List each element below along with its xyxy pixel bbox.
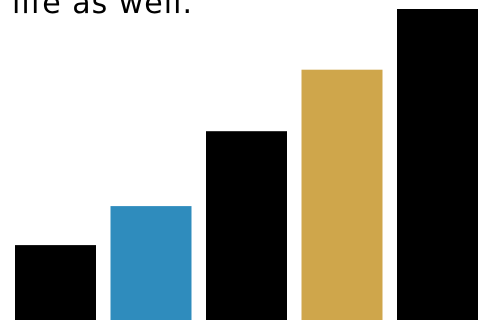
bar-4 (301, 69, 383, 320)
bar-2 (110, 206, 192, 320)
bar-5 (397, 9, 478, 320)
bar-1 (15, 245, 96, 320)
bar-3 (206, 131, 287, 320)
caption-text: life as well. (12, 0, 193, 21)
